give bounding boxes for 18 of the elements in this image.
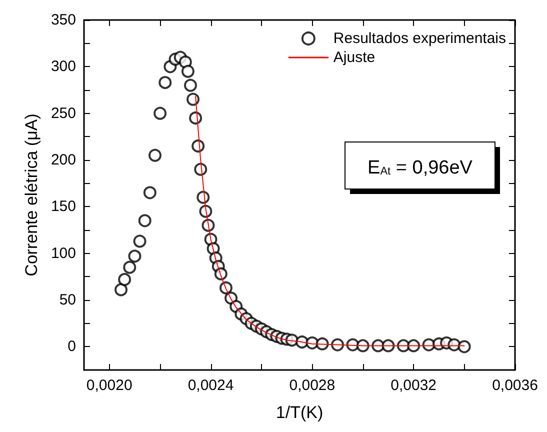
x-tick-label: 0,0020 bbox=[86, 377, 132, 394]
x-tick-label: 0,0036 bbox=[492, 377, 538, 394]
y-tick-label: 100 bbox=[50, 244, 76, 262]
y-axis-title: Corrente elétrica (μA) bbox=[22, 114, 41, 276]
y-tick-label: 0 bbox=[68, 338, 76, 356]
y-tick-label: 50 bbox=[59, 292, 76, 308]
x-tick-label: 0,0028 bbox=[289, 377, 336, 394]
y-tick-label: 250 bbox=[50, 104, 76, 122]
x-tick-label: 0,0024 bbox=[188, 377, 234, 394]
annotation: EAt = 0,96eV bbox=[368, 158, 473, 178]
x-tick-label: 0,0032 bbox=[390, 377, 437, 394]
legend-label: Ajuste bbox=[333, 49, 376, 66]
y-tick-label: 300 bbox=[50, 58, 76, 76]
y-tick-label: 150 bbox=[50, 198, 76, 216]
y-tick-label: 200 bbox=[50, 152, 76, 168]
x-axis-title: 1/T(K) bbox=[276, 403, 324, 422]
legend-label: Resultados experimentais bbox=[333, 30, 506, 47]
y-tick-label: 350 bbox=[50, 12, 76, 28]
